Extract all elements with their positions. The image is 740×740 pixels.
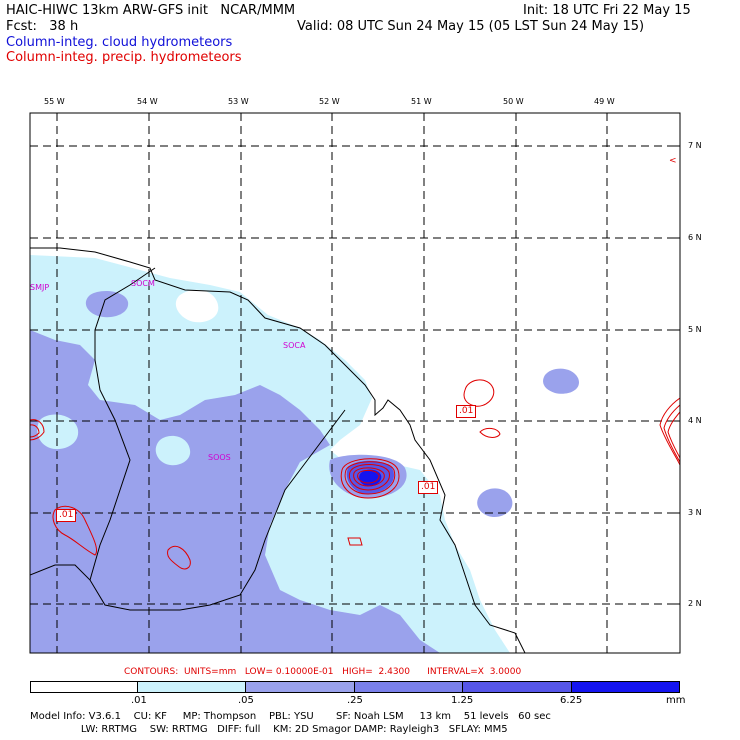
colorbar-unit: mm bbox=[666, 695, 686, 706]
lat-label-5n: 5 N bbox=[688, 325, 702, 334]
colorbar-label-1: .01 bbox=[131, 695, 147, 706]
colorbar-bin-3 bbox=[246, 681, 355, 693]
shade-darkest-core bbox=[359, 469, 382, 486]
field-label-cloud: Column-integ. cloud hydrometeors bbox=[6, 35, 233, 50]
contour-east-edge-1 bbox=[659, 397, 680, 466]
lat-label-3n: 3 N bbox=[688, 508, 702, 517]
precip-contours bbox=[30, 379, 680, 570]
colorbar-bin-5 bbox=[463, 681, 572, 693]
colorbar-label-5: 6.25 bbox=[560, 695, 583, 706]
init-time: Init: 18 UTC Fri 22 May 15 bbox=[523, 3, 691, 18]
shade-gap-4 bbox=[155, 435, 191, 466]
lon-label-51w: 51 W bbox=[411, 97, 432, 106]
shade-mid-region bbox=[30, 330, 440, 653]
shade-gap-1 bbox=[175, 289, 219, 323]
border-suriname-guyane bbox=[89, 267, 156, 581]
plot-frame bbox=[29, 112, 681, 654]
station-smjp: SMJP bbox=[30, 283, 50, 292]
colorbar-label-3: .25 bbox=[347, 695, 363, 706]
contour-east-edge-3 bbox=[667, 411, 680, 459]
contour-east-edge-2 bbox=[663, 404, 680, 463]
lon-label-54w: 54 W bbox=[137, 97, 158, 106]
border-guyane-amapa bbox=[30, 409, 346, 611]
model-info-line-2: LW: RRTMG SW: RRTMG DIFF: full KM: 2D Sm… bbox=[30, 724, 508, 735]
contour-small-se bbox=[347, 537, 363, 546]
contour-core-1 bbox=[340, 458, 400, 499]
contour-west-blob bbox=[52, 505, 98, 556]
shade-gap-3 bbox=[280, 516, 325, 554]
lon-label-53w: 53 W bbox=[228, 97, 249, 106]
colorbar-label-4: 1.25 bbox=[451, 695, 474, 706]
colorbar-bin-2 bbox=[138, 681, 246, 693]
colorbar-bin-1 bbox=[30, 681, 138, 693]
contour-core-2 bbox=[344, 461, 396, 495]
lon-label-49w: 49 W bbox=[594, 97, 615, 106]
contour-east-blob bbox=[463, 379, 495, 407]
lon-label-50w: 50 W bbox=[503, 97, 524, 106]
contour-core-3 bbox=[348, 464, 390, 491]
coastline bbox=[30, 247, 526, 653]
lat-label-2n: 2 N bbox=[688, 599, 702, 608]
lat-label-7n: 7 N bbox=[688, 141, 702, 150]
contour-label-coast: .01 bbox=[418, 481, 439, 494]
contours-info: CONTOURS: UNITS=mm LOW= 0.10000E-01 HIGH… bbox=[124, 667, 522, 677]
contour-sw-small bbox=[167, 545, 191, 570]
station-soca: SOCA bbox=[283, 341, 306, 350]
contour-nw-edge-2 bbox=[30, 424, 40, 438]
header-title: HAIC-HIWC 13km ARW-GFS init NCAR/MMM bbox=[6, 3, 296, 18]
shaded-field bbox=[30, 255, 579, 653]
lat-lon-grid bbox=[30, 113, 680, 653]
station-socm: SOCM bbox=[131, 279, 155, 288]
lat-label-6n: 6 N bbox=[688, 233, 702, 242]
shade-mid-blob-3 bbox=[85, 290, 129, 318]
lat-label-4n: 4 N bbox=[688, 416, 702, 425]
colorbar-bin-6 bbox=[572, 681, 680, 693]
contour-east-small bbox=[479, 427, 501, 438]
station-soos: SOOS bbox=[208, 453, 231, 462]
colorbar-bin-4 bbox=[355, 681, 463, 693]
contour-core-5 bbox=[357, 469, 380, 484]
colorbar-label-2: .05 bbox=[238, 695, 254, 706]
valid-time: Valid: 08 UTC Sun 24 May 15 (05 LST Sun … bbox=[297, 19, 645, 34]
corner-mark: < bbox=[669, 156, 677, 166]
forecast-hour: Fcst: 38 h bbox=[6, 19, 79, 34]
contour-label-west: .01 bbox=[56, 509, 77, 522]
model-info-line-1: Model Info: V3.6.1 CU: KF MP: Thompson P… bbox=[30, 711, 551, 722]
lon-label-55w: 55 W bbox=[44, 97, 65, 106]
shade-gap-2 bbox=[37, 414, 79, 450]
coastline-borders bbox=[30, 247, 526, 653]
frame-ticks bbox=[56, 113, 680, 605]
contour-core-4 bbox=[353, 467, 385, 487]
shade-mid-blob-5 bbox=[477, 488, 513, 518]
field-label-precip: Column-integ. precip. hydrometeors bbox=[6, 50, 242, 65]
contour-label-east: .01 bbox=[456, 405, 477, 418]
shade-mid-blob-2 bbox=[194, 353, 246, 389]
shade-mid-blob-4 bbox=[543, 368, 579, 394]
contour-nw-edge bbox=[30, 419, 45, 441]
lon-label-52w: 52 W bbox=[319, 97, 340, 106]
